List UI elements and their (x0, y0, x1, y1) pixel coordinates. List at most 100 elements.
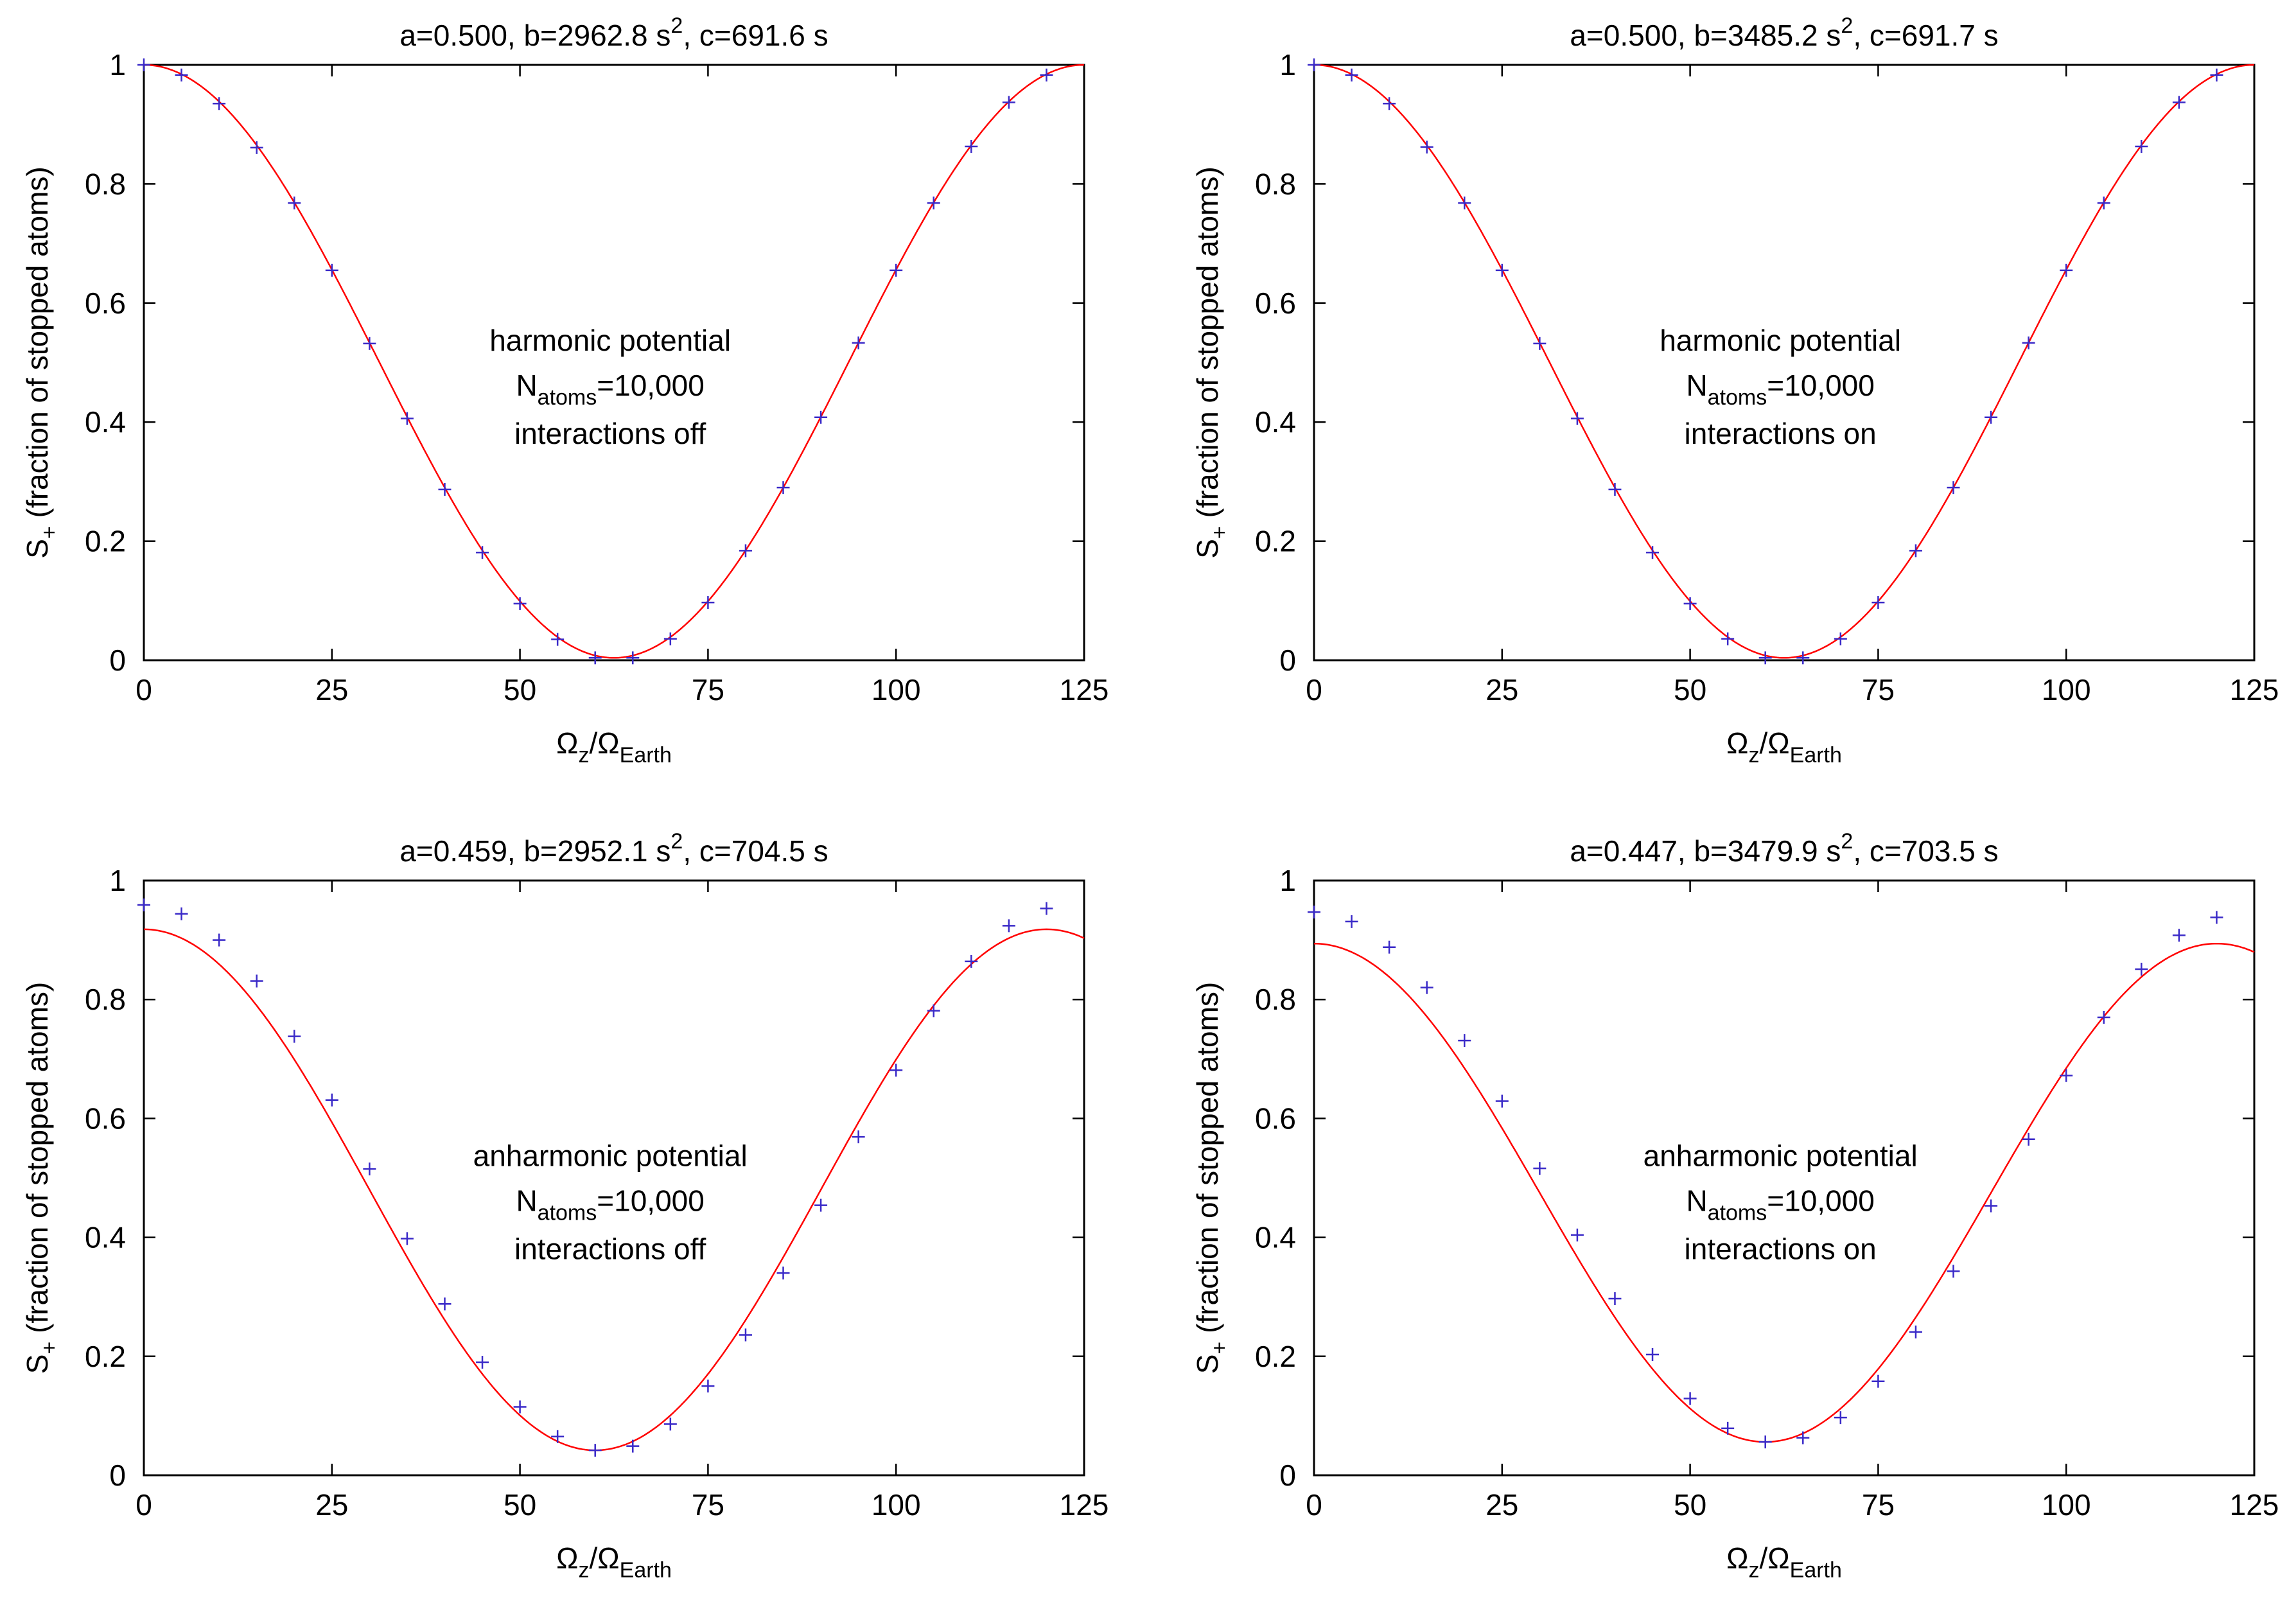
data-point (776, 481, 790, 495)
x-tick-label: 75 (1862, 673, 1895, 706)
title-superscript: 2 (1841, 829, 1853, 854)
y-label-s: S (21, 539, 54, 559)
data-point (1721, 1421, 1735, 1435)
data-point (965, 954, 978, 968)
data-point (1345, 915, 1358, 928)
data-point (588, 1444, 602, 1457)
chart-panel-2: 0 25 50 75 100 125 0 0.2 0.4 0.6 0.8 1 a=0.500, b=34… (1191, 13, 2279, 767)
data-point (739, 1328, 752, 1342)
x-label-omega: Ω (556, 1541, 578, 1575)
title-text-tail: , c=704.5 s (683, 834, 828, 868)
data-point (400, 1232, 414, 1245)
data-point (213, 97, 226, 110)
y-label-rest: (fraction of stopped atoms) (21, 166, 54, 526)
x-label-sub-earth: Earth (1790, 743, 1842, 767)
y-tick-label: 0.8 (85, 167, 126, 200)
y-tick-label: 1 (109, 48, 126, 82)
y-tick-label: 0.4 (85, 405, 126, 439)
data-point (626, 1439, 640, 1453)
data-point (2172, 929, 2186, 942)
x-tick-label: 25 (1485, 673, 1518, 706)
chart-title: a=0.500, b=3485.2 s2, c=691.7 s (1570, 13, 1998, 52)
data-point (1871, 1374, 1885, 1388)
data-point (2060, 263, 2073, 277)
data-point (476, 546, 489, 559)
data-point (325, 1093, 338, 1107)
annotation-interactions: interactions on (1685, 417, 1877, 450)
x-label-sub-z: z (578, 743, 589, 767)
annotation-n: N (1686, 369, 1707, 402)
title-text-main: a=0.447, b=3479.9 s (1570, 834, 1841, 868)
data-point (1383, 940, 1396, 954)
data-point (663, 632, 677, 645)
data-point (1834, 632, 1847, 645)
y-tick-label: 0.6 (85, 1101, 126, 1135)
chart-title: a=0.459, b=2952.1 s2, c=704.5 s (399, 829, 828, 868)
title-text-main: a=0.459, b=2952.1 s (399, 834, 670, 868)
data-point (1758, 651, 1772, 665)
y-tick-label: 0.8 (85, 983, 126, 1016)
data-point (889, 1064, 903, 1077)
data-point (1308, 58, 1320, 71)
data-point (1458, 197, 1471, 210)
data-point (1002, 96, 1015, 109)
y-tick-label: 0.4 (1255, 405, 1296, 439)
annotation-n-value: =10,000 (597, 369, 705, 402)
data-point (1721, 632, 1735, 645)
data-point (175, 907, 188, 920)
x-tick-label: 125 (1060, 673, 1109, 706)
data-point (2060, 1069, 2073, 1082)
annotation-potential: anharmonic potential (473, 1139, 748, 1172)
y-axis-label: S+ (fraction of stopped atoms) (1191, 166, 1232, 558)
title-text-tail: , c=691.6 s (683, 19, 828, 52)
data-point (2210, 68, 2223, 82)
data-point (213, 933, 226, 947)
data-point (250, 141, 263, 154)
title-text-tail: , c=691.7 s (1853, 19, 1998, 52)
x-tick-label: 100 (2042, 673, 2091, 706)
title-text-main: a=0.500, b=3485.2 s (1570, 19, 1841, 52)
x-tick-label: 50 (1674, 1488, 1706, 1522)
y-tick-label: 0.6 (85, 286, 126, 320)
data-point (1909, 1325, 1922, 1338)
data-point (852, 336, 865, 349)
data-point (1420, 981, 1433, 994)
x-label-omega: Ω (1726, 726, 1748, 760)
x-label-omega2: /Ω (1759, 1541, 1789, 1575)
y-tick-label: 1 (1279, 864, 1296, 897)
data-point (250, 974, 263, 988)
data-point (288, 1030, 301, 1043)
x-tick-label: 125 (1060, 1488, 1109, 1522)
x-tick-label: 0 (1306, 673, 1322, 706)
data-point (1608, 482, 1622, 496)
data-point (551, 1430, 565, 1443)
data-point (1345, 68, 1358, 82)
chart-panel-4: 0 25 50 75 100 125 0 0.2 0.4 0.6 0.8 1 a=0.447, b=34… (1191, 829, 2279, 1583)
data-point (1002, 919, 1015, 933)
data-point (1570, 1228, 1584, 1241)
data-point (1985, 1199, 1998, 1213)
data-point (1985, 410, 1998, 424)
annotation-n-subscript: atoms (538, 1200, 597, 1225)
data-point (2022, 336, 2035, 349)
data-point (852, 1130, 865, 1144)
annotation-n-value: =10,000 (1767, 1184, 1875, 1217)
annotation-n-value: =10,000 (597, 1184, 705, 1217)
y-tick-label: 0.6 (1255, 286, 1296, 320)
data-point (1947, 481, 1960, 495)
plot-frame (1313, 879, 2256, 1477)
data-point (363, 337, 376, 350)
x-tick-label: 100 (872, 1488, 921, 1522)
y-label-rest: (fraction of stopped atoms) (21, 982, 54, 1342)
data-point (438, 1297, 451, 1311)
data-point (1533, 1162, 1547, 1175)
chart-panel-1: 0 25 50 75 100 125 0 0.2 0.4 0.6 0.8 1 a=0.500, b=29… (21, 13, 1109, 767)
data-point (1495, 1094, 1509, 1108)
data-point (889, 263, 903, 277)
x-tick-label: 25 (1485, 1488, 1518, 1522)
data-point (1495, 263, 1509, 277)
y-label-s: S (21, 1355, 54, 1374)
chart-title: a=0.447, b=3479.9 s2, c=703.5 s (1570, 829, 1998, 868)
data-point (1834, 1411, 1847, 1425)
